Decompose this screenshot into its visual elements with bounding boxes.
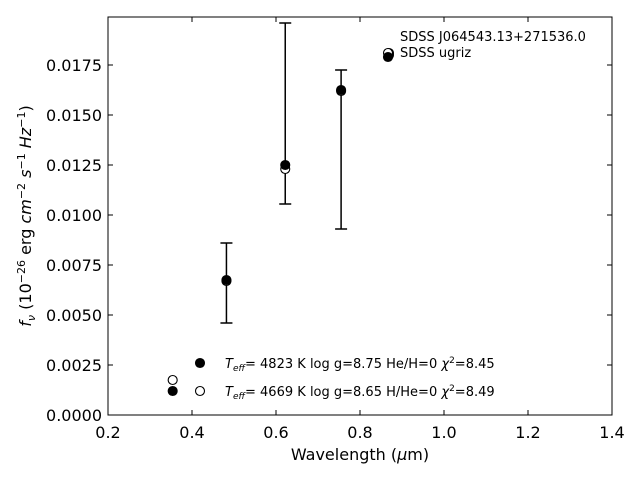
y-tick-label: 0.0150 [46,106,102,125]
x-tick-label: 0.2 [95,423,120,442]
x-tick-label: 0.4 [179,423,204,442]
y-tick-label: 0.0125 [46,156,102,175]
x-tick-label: 0.8 [347,423,372,442]
points-layer [167,47,395,397]
y-tick-label: 0.0100 [46,206,102,225]
x-tick-label: 0.6 [263,423,288,442]
model-legend-marker-filled [194,357,206,369]
legend-label-target: SDSS J064543.13+271536.0 [400,30,586,45]
y-tick-label: 0.0000 [46,406,102,425]
model-legend-text-1: Teff= 4823 K log g=8.75 He/H=0 χ2=8.45 [225,356,495,374]
data-point-open [167,374,178,386]
data-point-filled [280,159,291,171]
legend-marker-filled [382,51,394,63]
data-point-filled [167,385,178,397]
plot-frame [107,16,613,416]
x-tick-label: 1.0 [431,423,456,442]
x-tick-label: 1.4 [599,423,624,442]
model-legend: Teff= 4823 K log g=8.75 He/H=0 χ2=8.45 T… [194,356,495,402]
data-point-filled [336,84,347,96]
model-legend-text-2: Teff= 4669 K log g=8.65 H/He=0 χ2=8.49 [225,384,495,402]
y-tick-label: 0.0175 [46,56,102,75]
y-tick-label: 0.0050 [46,306,102,325]
data-legend: SDSS J064543.13+271536.0 SDSS ugriz [382,30,586,63]
x-tick-label: 1.2 [515,423,540,442]
model-legend-marker-open [194,385,206,397]
legend-label-sdss: SDSS ugriz [400,46,471,61]
y-tick-label: 0.0075 [46,256,102,275]
y-axis-label: fν (10−26 erg cm−2 s−1 Hz−1) [15,105,38,326]
ticks-layer: 0.2 0.4 0.6 0.8 1.0 1.2 1.4 0.0000 0.0025 0.0050 0… [46,17,625,442]
data-point-filled [221,274,232,286]
x-axis-label: Wavelength (μm) [291,445,429,464]
y-tick-label: 0.0025 [46,356,102,375]
